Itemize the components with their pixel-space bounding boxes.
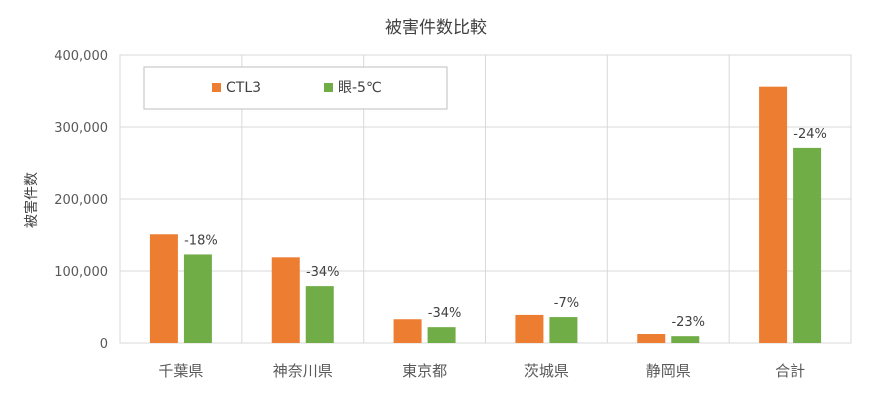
- bar-ctl3: [149, 234, 178, 343]
- x-tick-label: 東京都: [402, 362, 447, 380]
- bar-ctl3: [759, 86, 788, 344]
- gridlines: [119, 54, 852, 344]
- bar-eye-minus5c: [305, 286, 334, 343]
- bar-eye-minus5c: [793, 147, 822, 343]
- legend: CTL3 眼-5℃: [143, 66, 448, 110]
- change-label: -34%: [428, 306, 462, 321]
- bar-ctl3: [271, 257, 300, 343]
- bar-eye-minus5c: [549, 317, 578, 343]
- bar-ctl3: [515, 314, 544, 343]
- axis-ticks: 0 100,000 200,000 300,000 400,000 千葉県 神奈川県 東京都 茨…: [54, 49, 805, 380]
- bar-eye-minus5c: [183, 254, 212, 343]
- data-labels: -18% -34% -34% -7% -23% -24%: [184, 127, 827, 330]
- change-label: -7%: [554, 296, 579, 311]
- legend-swatch: [324, 83, 333, 92]
- change-label: -34%: [306, 265, 340, 280]
- y-tick-label: 0: [100, 337, 108, 352]
- legend-label: CTL3: [226, 80, 261, 96]
- bar-eye-minus5c: [671, 336, 700, 343]
- legend-box: [143, 66, 448, 110]
- x-tick-label: 神奈川県: [273, 362, 333, 380]
- change-label: -18%: [184, 233, 218, 248]
- y-tick-label: 400,000: [54, 49, 108, 64]
- x-tick-label: 静岡県: [646, 362, 691, 380]
- legend-swatch: [212, 83, 221, 92]
- bar-ctl3: [393, 319, 422, 343]
- bars: [149, 86, 822, 344]
- x-tick-label: 茨城県: [524, 362, 569, 380]
- change-label: -24%: [793, 127, 827, 142]
- change-label: -23%: [671, 315, 705, 330]
- y-axis-label: 被害件数: [24, 172, 40, 228]
- x-tick-label: 千葉県: [158, 362, 203, 380]
- y-tick-label: 100,000: [54, 265, 108, 280]
- x-tick-label: 合計: [775, 362, 805, 380]
- bar-ctl3: [637, 334, 666, 343]
- y-tick-label: 200,000: [54, 193, 108, 208]
- bar-eye-minus5c: [427, 327, 456, 343]
- legend-label: 眼-5℃: [338, 80, 382, 96]
- y-tick-label: 300,000: [54, 121, 108, 136]
- chart-title: 被害件数比較: [385, 18, 487, 38]
